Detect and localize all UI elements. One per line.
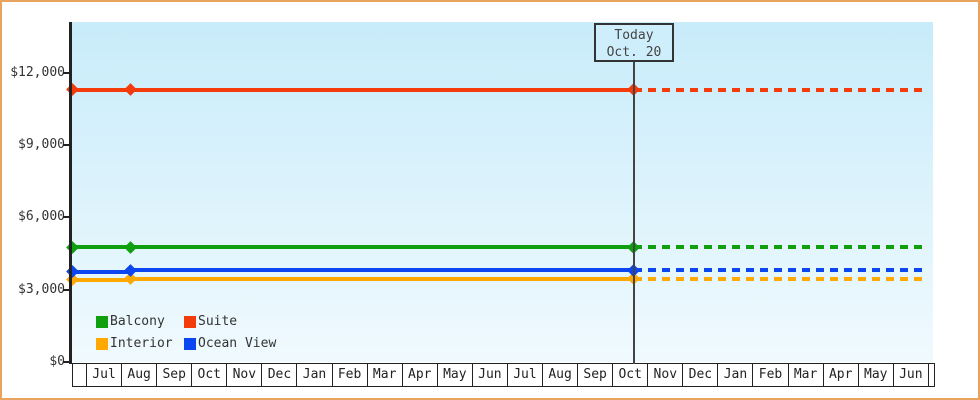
y-tick-mark [63, 143, 70, 146]
series-line-segment [72, 277, 131, 282]
x-month-label: Mar [366, 364, 402, 386]
series-line-segment [72, 87, 131, 92]
x-month-label: Oct [191, 364, 226, 386]
plot-area [65, 22, 933, 362]
series-line-segment [130, 276, 634, 281]
data-point-marker [65, 83, 79, 96]
interior-swatch-icon [96, 337, 108, 350]
legend-label-ocean-view: Ocean View [198, 336, 277, 351]
series-line-segment [72, 269, 131, 274]
series-line-segment [130, 268, 634, 273]
y-tick-label: $9,000 [18, 136, 65, 152]
series-projection-segment [633, 276, 927, 281]
x-month-label: Jun [892, 364, 928, 386]
legend: Balcony Suite Interior Ocean View [96, 314, 276, 351]
y-tick-label: $3,000 [18, 281, 65, 297]
x-month-label: Jun [471, 364, 507, 386]
y-tick-label: $12,000 [10, 64, 65, 80]
data-point-marker [123, 83, 137, 96]
x-axis-stub [73, 364, 86, 386]
x-month-label: Nov [226, 364, 261, 386]
series-projection-segment [633, 87, 927, 92]
series-line-segment [130, 87, 634, 92]
x-month-label: Dec [261, 364, 296, 386]
x-axis-row: Jul Aug Sep Oct Nov Dec Jan Feb Mar Apr May Jun Jul A… [72, 363, 935, 387]
data-point-marker [123, 263, 137, 277]
ocean-view-swatch-icon [184, 337, 196, 350]
y-tick-mark [63, 216, 70, 219]
today-box: Today Oct. 20 [593, 23, 674, 62]
x-axis-stub [927, 364, 934, 386]
x-month-label: Feb [331, 364, 367, 386]
today-date: Oct. 20 [606, 45, 662, 60]
series-line-segment [72, 245, 131, 250]
today-line [632, 62, 635, 364]
x-month-label: Nov [647, 364, 682, 386]
y-tick-mark [63, 361, 70, 363]
data-point-marker [65, 240, 79, 254]
today-label: Today [614, 28, 654, 43]
x-month-label: Dec [682, 364, 717, 386]
legend-label-balcony: Balcony [110, 314, 165, 329]
y-tick-label: $6,000 [18, 209, 65, 225]
x-month-label: Jul [86, 364, 121, 386]
series-projection-segment [633, 268, 927, 273]
x-month-label: Jan [296, 364, 331, 386]
x-month-label: Mar [787, 364, 823, 386]
x-month-label: Feb [752, 364, 787, 386]
y-tick-mark [63, 288, 70, 291]
data-point-marker [123, 240, 137, 254]
x-month-label: Oct [612, 364, 647, 386]
series-projection-segment [633, 245, 927, 250]
balcony-swatch-icon [96, 315, 108, 328]
legend-item-suite: Suite [184, 314, 276, 329]
y-axis-line [69, 22, 72, 364]
x-month-label: Apr [822, 364, 858, 386]
series-line-segment [130, 245, 634, 250]
legend-label-interior: Interior [110, 336, 173, 351]
suite-swatch-icon [184, 315, 196, 328]
legend-label-suite: Suite [198, 314, 238, 329]
x-month-label: May [857, 364, 893, 386]
x-month-label: Aug [542, 364, 577, 386]
y-tick-mark [63, 71, 70, 74]
x-month-label: Jul [506, 364, 542, 386]
y-tick-label: $0 [49, 354, 65, 369]
x-month-label: Apr [401, 364, 437, 386]
x-month-label: Jan [717, 364, 752, 386]
legend-item-balcony: Balcony [96, 314, 184, 329]
legend-item-interior: Interior [96, 336, 184, 351]
x-month-label: May [436, 364, 472, 386]
x-month-label: Sep [156, 364, 191, 386]
legend-item-ocean-view: Ocean View [184, 336, 276, 351]
x-month-label: Aug [121, 364, 156, 386]
x-month-label: Sep [577, 364, 612, 386]
